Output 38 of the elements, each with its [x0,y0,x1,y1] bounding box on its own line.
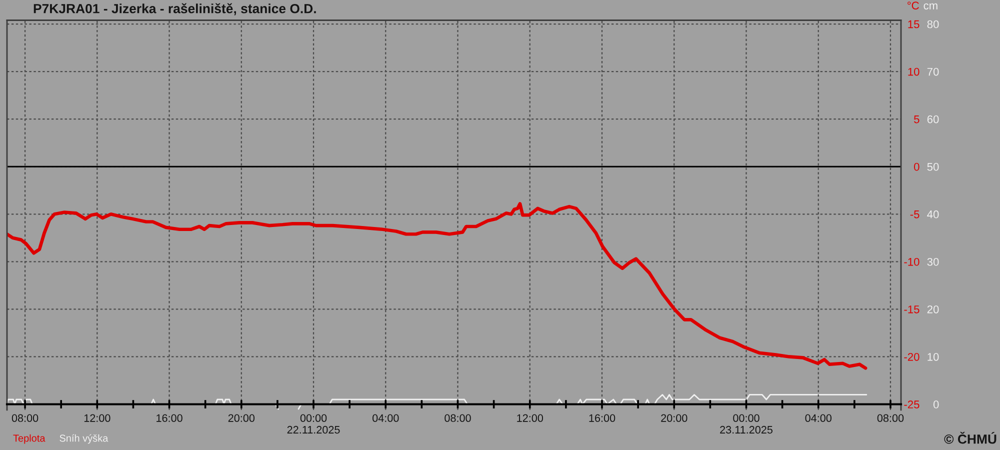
x-tick-label: 20:00 [228,414,255,422]
x-tick-label: 16:00 [156,414,182,422]
x-tick-label: 04:00 [805,414,832,422]
y-tick-label: 0 [914,162,920,171]
y2-tick-label: 70 [927,68,939,76]
chart-title: P7KJRA01 - Jizerka - rašeliniště, stanice O.D. [34,3,316,16]
x-tick-label: 08:00 [12,414,38,422]
y-tick-label: -25 [904,400,920,408]
x-tick-label: 08:00 [877,414,904,422]
x-tick-label: 00:00 23.11.2025 [720,414,772,434]
y-tick-label: -15 [904,306,920,314]
y-axis-title: °C [908,2,919,10]
y2-tick-label: 20 [927,305,939,314]
x-tick-label: 12:00 [84,414,110,422]
y2-tick-label: 60 [927,115,939,124]
y-tick-label: -5 [910,210,920,218]
y-tick-label: -10 [904,258,920,266]
text: © ČHMÚ [944,432,996,444]
x-tick-label: 20:00 [661,414,688,422]
x-tick-label: 00:00 22.11.2025 [287,414,340,434]
text: Sníh výška [60,434,108,444]
line-series [7,202,868,370]
text: Teplota [13,434,46,444]
y2-tick-label: 50 [927,162,939,171]
x-tick-label: 16:00 [589,414,616,422]
y2-tick-label: 10 [928,352,939,361]
y2-tick-label: 30 [927,258,939,266]
y2-axis-title: cm [924,3,938,10]
y-tick-label: 10 [908,68,920,76]
y-tick-label: 5 [914,115,920,124]
x-tick-label: 12:00 [517,414,544,422]
x-tick-label: 08:00 [444,414,471,422]
y2-tick-label: 0 [933,400,939,408]
y2-tick-label: 40 [927,210,939,218]
y-tick-label: -20 [904,352,920,361]
x-tick-label: 04:00 [372,414,399,422]
y2-tick-label: 80 [927,20,939,28]
y-tick-label: 15 [908,20,920,28]
